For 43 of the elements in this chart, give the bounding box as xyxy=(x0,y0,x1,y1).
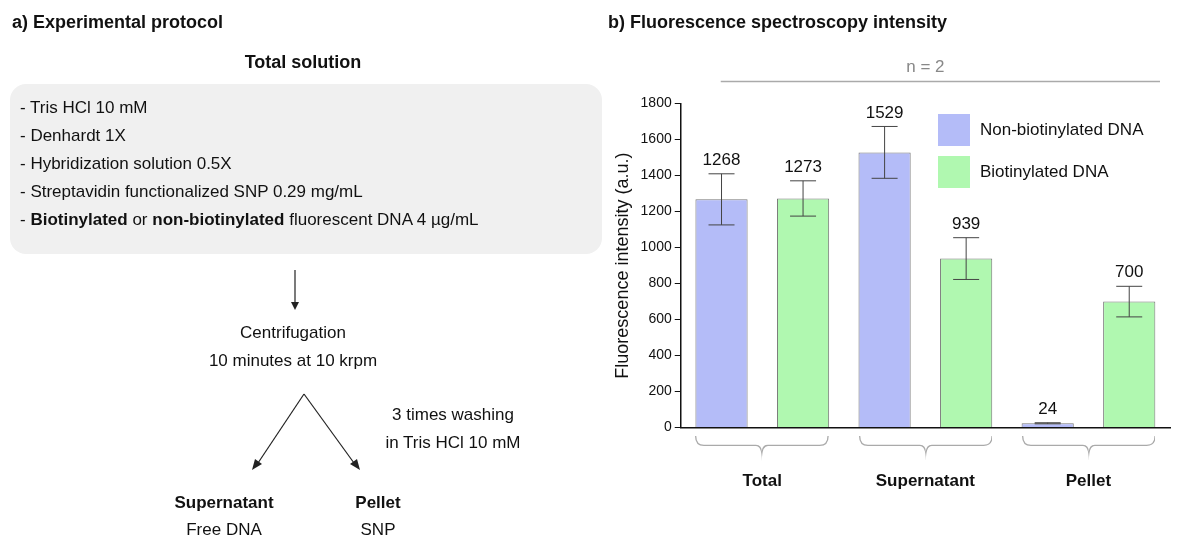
text: fluorescent DNA 4 µg/mL xyxy=(288,210,479,229)
x-tick-label: Total xyxy=(742,471,782,491)
text: 10 minutes at 10 krpm xyxy=(207,351,379,371)
text: n = 2 xyxy=(906,56,945,76)
y-axis-title: Fluorescence intensity (a.u.) xyxy=(611,152,632,379)
text: Free DNA xyxy=(185,520,263,540)
y-tick-label: 1000 xyxy=(640,238,672,255)
text: Supernatant xyxy=(173,493,275,513)
x-tick-label: Supernatant xyxy=(875,471,976,491)
text: - Denhardt 1X xyxy=(20,126,126,146)
text: or xyxy=(131,210,149,229)
text: 3 times washing xyxy=(391,405,515,425)
text: in Tris HCl 10 mM xyxy=(384,433,522,453)
y-tick-label: 1800 xyxy=(640,94,672,111)
y-tick-label: 1400 xyxy=(640,166,672,183)
chart-title: b) Fluorescence spectroscopy intensity xyxy=(608,11,948,32)
y-tick-label: 1600 xyxy=(640,130,672,147)
text: SNP xyxy=(359,520,397,540)
legend-label: Biotinylated DNA xyxy=(980,161,1109,182)
text: Centrifugation xyxy=(239,323,347,343)
data-label: 1273 xyxy=(784,157,822,177)
legend-label: Non-biotinylated DNA xyxy=(980,119,1144,140)
data-label: 24 xyxy=(1038,398,1058,418)
text: Pellet xyxy=(354,493,402,513)
x-tick-label: Pellet xyxy=(1065,471,1112,491)
text: Total solution xyxy=(243,52,363,73)
data-label: 1268 xyxy=(702,149,741,169)
text: - Streptavidin functionalized SNP 0.29 mg/mL xyxy=(20,182,363,202)
text: non-biotinylated xyxy=(152,210,285,229)
text: - Tris HCl 10 mM xyxy=(20,98,148,118)
y-tick-label: 400 xyxy=(648,346,672,363)
text: - Hybridization solution 0.5X xyxy=(20,154,232,174)
y-tick-label: 1200 xyxy=(640,202,672,219)
text: - xyxy=(20,210,27,229)
y-tick-label: 0 xyxy=(663,418,672,435)
data-label: 939 xyxy=(951,213,981,233)
y-tick-label: 600 xyxy=(648,310,672,327)
text: a) Experimental protocol xyxy=(12,12,224,33)
y-tick-label: 800 xyxy=(648,274,672,291)
text: Biotinylated xyxy=(30,210,128,229)
y-tick-label: 200 xyxy=(648,382,672,399)
data-label: 1529 xyxy=(865,102,904,122)
data-label: 700 xyxy=(1115,262,1144,282)
